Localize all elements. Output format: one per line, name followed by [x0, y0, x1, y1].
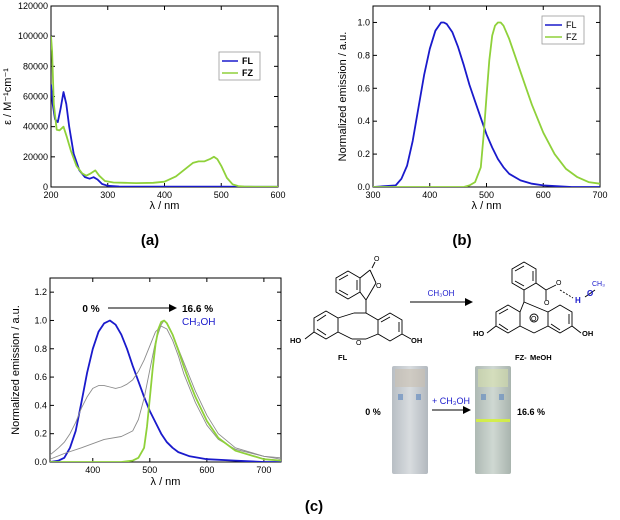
x-tick-label: 300: [365, 190, 380, 200]
fl-ho: HO: [290, 336, 301, 345]
fz-name-prefix: FZ-: [515, 353, 527, 362]
y-tick-label: 1.0: [34, 315, 47, 325]
series-line-fz: [51, 36, 278, 187]
vial-right: [475, 366, 511, 474]
x-tick-label: 700: [592, 190, 607, 200]
y-tick-label: 40000: [23, 122, 48, 132]
x-tick-label: 700: [256, 465, 271, 475]
x-tick-label: 400: [85, 465, 100, 475]
y-axis-label: Normalized emission / a.u.: [337, 32, 349, 162]
fz-ho: HO: [473, 329, 484, 338]
fl-oh: OH: [411, 336, 422, 345]
fl-name: FL: [338, 353, 348, 362]
legend-box: [218, 51, 261, 81]
reaction-scheme: O O O HO OH FL CH₃OH: [290, 256, 605, 474]
legend-fz-label: FZ: [566, 32, 577, 42]
fl-structure: [304, 261, 412, 342]
fl-xanthene-o: O: [356, 340, 362, 347]
annotation-start: 0 %: [82, 304, 99, 315]
x-tick-label: 400: [422, 190, 437, 200]
fz-name-suffix: MeOH: [530, 353, 552, 362]
y-tick-label: 0.0: [34, 457, 47, 467]
plot-frame: [50, 5, 279, 188]
y-tick-label: 0.6: [357, 83, 370, 93]
x-tick-label: 600: [536, 190, 551, 200]
y-axis-label: ε / M⁻¹cm⁻¹: [2, 68, 14, 125]
x-tick-label: 300: [100, 190, 115, 200]
legend-fl-label: FL: [566, 20, 577, 30]
y-tick-label: 0.2: [357, 149, 370, 159]
reaction-reagent: CH₃OH: [428, 289, 455, 298]
panel-b-plot-area: 300 400 500 600 700 0.0 0.2 0.4 0.6 0.8 1.0 λ / nm N…: [337, 5, 608, 212]
y-tick-label: 60000: [23, 92, 48, 102]
series-line-3: [50, 319, 281, 462]
vial-arrow-label: + CH₃OH: [432, 396, 470, 406]
y-tick-label: 1.2: [34, 287, 47, 297]
panel-c-label: (c): [305, 498, 323, 515]
x-tick-label: 200: [43, 190, 58, 200]
legend-fz-label: FZ: [242, 68, 253, 78]
fz-hbond-h: H: [575, 296, 581, 305]
series-line-fz: [373, 21, 600, 187]
y-tick-label: 100000: [18, 31, 48, 41]
panel-a-chart: 200 300 400 500 600 0 20000 40000 60000 80000 1000…: [2, 1, 286, 249]
series-line-fl: [51, 84, 278, 187]
x-axis-label: λ / nm: [150, 200, 180, 212]
y-tick-label: 1.0: [357, 17, 370, 27]
vial-right-label: 16.6 %: [517, 407, 545, 417]
panel-b-chart: 300 400 500 600 700 0.0 0.2 0.4 0.6 0.8 1.0 λ / nm N…: [337, 5, 608, 249]
x-axis-label: λ / nm: [151, 476, 181, 488]
panel-b-legend: FL FZ: [541, 15, 585, 45]
panel-c-plot-area: 400 500 600 700 0.0 0.2 0.4 0.6 0.8 1.0 1.2 λ / nm N…: [10, 277, 282, 488]
series-line-1: [50, 325, 281, 459]
series-line-2: [50, 320, 281, 460]
y-axis-label: Normalized emission / a.u.: [10, 305, 22, 435]
x-tick-label: 500: [479, 190, 494, 200]
legend-fl-label: FL: [242, 56, 253, 66]
series-line-0: [50, 319, 281, 462]
annotation-solvent: CH₃OH: [182, 317, 216, 328]
y-tick-label: 20000: [23, 152, 48, 162]
legend-box: [541, 15, 585, 45]
y-tick-label: 0.8: [357, 50, 370, 60]
fz-carbonyl-o: O: [556, 280, 562, 287]
y-tick-label: 0.4: [34, 400, 47, 410]
x-tick-label: 600: [199, 465, 214, 475]
series-line-fl: [373, 21, 600, 187]
fz-name: FZ- MeOH: [515, 353, 552, 362]
annotation-end: 16.6 %: [182, 304, 213, 315]
x-tick-label: 500: [142, 465, 157, 475]
y-tick-label: 120000: [18, 1, 48, 11]
fz-oh: OH: [582, 329, 593, 338]
panel-a-plot-area: 200 300 400 500 600 0 20000 40000 60000 80000 1000…: [2, 1, 286, 212]
fl-ring-o: O: [376, 283, 382, 290]
panel-c-annotation: 0 % 16.6 % CH₃OH: [82, 304, 216, 328]
vial-arrow-label-text: + CH₃OH: [432, 396, 470, 406]
y-tick-label: 0.4: [357, 116, 370, 126]
y-tick-label: 80000: [23, 61, 48, 71]
y-tick-label: 0.6: [34, 372, 47, 382]
y-tick-label: 0.2: [34, 429, 47, 439]
fz-carboxylate-o: O: [544, 300, 550, 307]
panel-b-label: (b): [452, 232, 471, 249]
x-tick-label: 600: [270, 190, 285, 200]
vial-left: [392, 366, 428, 474]
x-tick-label: 500: [214, 190, 229, 200]
panel-a-legend: FL FZ: [218, 51, 261, 81]
y-tick-label: 0.8: [34, 344, 47, 354]
y-tick-label: 0: [43, 182, 48, 192]
vial-left-label: 0 %: [365, 407, 381, 417]
panel-c-chart: 400 500 600 700 0.0 0.2 0.4 0.6 0.8 1.0 1.2 λ / nm N…: [10, 277, 323, 515]
x-tick-label: 400: [157, 190, 172, 200]
fz-plus-charge: O: [531, 316, 537, 323]
plot-frame: [49, 277, 282, 463]
fl-carbonyl-o: O: [374, 256, 380, 263]
fz-hbond-o: O: [587, 289, 593, 298]
y-tick-label: 0.0: [357, 182, 370, 192]
fz-structure: [486, 261, 596, 334]
fz-methyl: CH₃: [592, 281, 605, 288]
panel-a-label: (a): [141, 232, 159, 249]
x-axis-label: λ / nm: [472, 200, 502, 212]
